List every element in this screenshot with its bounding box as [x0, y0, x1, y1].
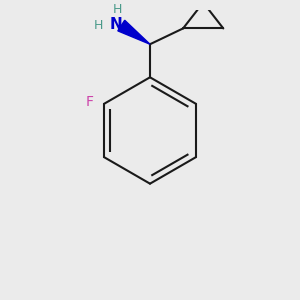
- Text: H: H: [112, 3, 122, 16]
- Polygon shape: [118, 20, 150, 44]
- Text: H: H: [94, 19, 104, 32]
- Text: F: F: [85, 94, 94, 109]
- Text: N: N: [109, 16, 122, 32]
